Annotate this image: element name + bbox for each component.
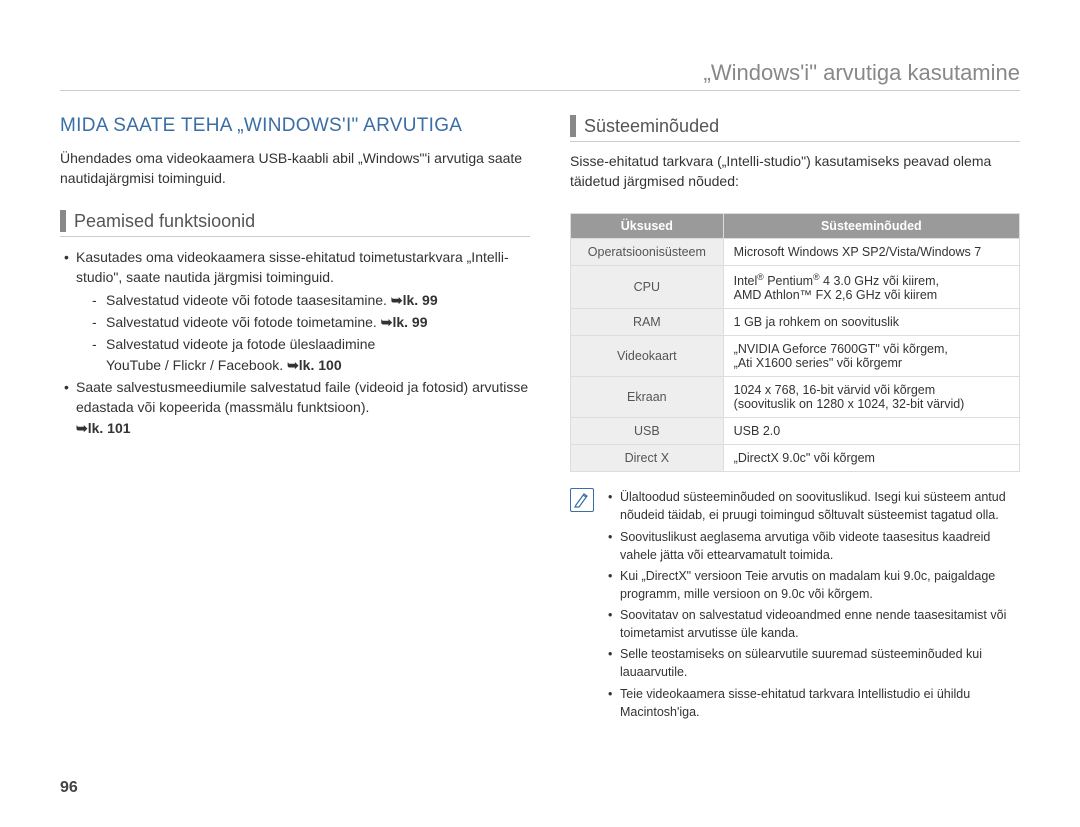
section-header-functions: Peamised funktsioonid: [60, 210, 530, 237]
sub-item: Salvestatud videote ja fotode üleslaadim…: [88, 334, 530, 375]
note-box: Ülaltoodud süsteeminõuded on soovituslik…: [570, 488, 1020, 724]
page-number: 96: [60, 779, 78, 797]
section-title-requirements: Süsteeminõuded: [584, 116, 719, 137]
sub-text: Salvestatud videote ja fotode üleslaadim…: [106, 336, 375, 352]
section-bar: [570, 115, 576, 137]
table-row: RAM1 GB ja rohkem on soovituslik: [571, 309, 1020, 336]
table-header: Süsteeminõuded: [723, 214, 1019, 239]
page-header: „Windows'i" arvutiga kasutamine: [60, 60, 1020, 91]
table-row: CPUIntel® Pentium® 4 3.0 GHz või kiirem,…: [571, 266, 1020, 309]
table-header-row: Üksused Süsteeminõuded: [571, 214, 1020, 239]
table-row: Ekraan1024 x 768, 16-bit värvid või kõrg…: [571, 377, 1020, 418]
page-ref: ➥lk. 101: [76, 420, 131, 436]
table-row: OperatsioonisüsteemMicrosoft Windows XP …: [571, 239, 1020, 266]
main-title: MIDA SAATE TEHA „WINDOWS'I" ARVUTIGA: [60, 115, 530, 137]
requirements-table: Üksused Süsteeminõuded Operatsioonisüste…: [570, 213, 1020, 472]
table-label-cell: Operatsioonisüsteem: [571, 239, 724, 266]
note-item: Soovituslikust aeglasema arvutiga võib v…: [606, 528, 1020, 564]
list-item: Kasutades oma videokaamera sisse-ehitatu…: [60, 247, 530, 375]
sub-item: Salvestatud videote või fotode taasesita…: [88, 290, 530, 310]
table-row: USBUSB 2.0: [571, 418, 1020, 445]
table-label-cell: Videokaart: [571, 336, 724, 377]
note-icon: [570, 488, 594, 512]
note-list: Ülaltoodud süsteeminõuded on soovituslik…: [606, 488, 1020, 724]
section-bar: [60, 210, 66, 232]
table-row: Videokaart„NVIDIA Geforce 7600GT" või kõ…: [571, 336, 1020, 377]
right-column: Süsteeminõuded Sisse-ehitatud tarkvara (…: [570, 115, 1020, 724]
table-label-cell: CPU: [571, 266, 724, 309]
sub-list: Salvestatud videote või fotode taasesita…: [76, 290, 530, 375]
note-item: Ülaltoodud süsteeminõuded on soovituslik…: [606, 488, 1020, 524]
right-intro: Sisse-ehitatud tarkvara („Intelli-studio…: [570, 152, 1020, 191]
section-title-functions: Peamised funktsioonid: [74, 211, 255, 232]
note-item: Kui „DirectX" versioon Teie arvutis on m…: [606, 567, 1020, 603]
page-ref: ➥lk. 99: [381, 314, 428, 330]
section-header-requirements: Süsteeminõuded: [570, 115, 1020, 142]
left-intro: Ühendades oma videokaamera USB-kaabli ab…: [60, 149, 530, 188]
note-item: Selle teostamiseks on sülearvutile suure…: [606, 645, 1020, 681]
table-label-cell: Direct X: [571, 445, 724, 472]
note-icon-wrap: [570, 488, 594, 724]
list-item: Saate salvestusmeediumile salvestatud fa…: [60, 377, 530, 438]
page-ref: ➥lk. 100: [287, 357, 342, 373]
table-row: Direct X„DirectX 9.0c" või kõrgem: [571, 445, 1020, 472]
list-text: Saate salvestusmeediumile salvestatud fa…: [76, 379, 528, 415]
content-columns: MIDA SAATE TEHA „WINDOWS'I" ARVUTIGA Ühe…: [60, 115, 1020, 724]
functions-list: Kasutades oma videokaamera sisse-ehitatu…: [60, 247, 530, 438]
table-header: Üksused: [571, 214, 724, 239]
table-value-cell: „NVIDIA Geforce 7600GT" või kõrgem,„Ati …: [723, 336, 1019, 377]
sub-text: Salvestatud videote või fotode taasesita…: [106, 292, 391, 308]
table-value-cell: 1 GB ja rohkem on soovituslik: [723, 309, 1019, 336]
table-label-cell: Ekraan: [571, 377, 724, 418]
sub-text: Salvestatud videote või fotode toimetami…: [106, 314, 381, 330]
table-value-cell: Intel® Pentium® 4 3.0 GHz või kiirem,AMD…: [723, 266, 1019, 309]
note-item: Soovitatav on salvestatud videoandmed en…: [606, 606, 1020, 642]
note-item: Teie videokaamera sisse-ehitatud tarkvar…: [606, 685, 1020, 721]
table-value-cell: „DirectX 9.0c" või kõrgem: [723, 445, 1019, 472]
sub-text: YouTube / Flickr / Facebook.: [106, 357, 287, 373]
page-header-title: „Windows'i" arvutiga kasutamine: [704, 60, 1020, 85]
table-label-cell: USB: [571, 418, 724, 445]
table-label-cell: RAM: [571, 309, 724, 336]
table-value-cell: 1024 x 768, 16-bit värvid või kõrgem(soo…: [723, 377, 1019, 418]
left-column: MIDA SAATE TEHA „WINDOWS'I" ARVUTIGA Ühe…: [60, 115, 530, 724]
sub-item: Salvestatud videote või fotode toimetami…: [88, 312, 530, 332]
page-ref: ➥lk. 99: [391, 292, 438, 308]
list-text: Kasutades oma videokaamera sisse-ehitatu…: [76, 249, 509, 285]
table-value-cell: USB 2.0: [723, 418, 1019, 445]
table-value-cell: Microsoft Windows XP SP2/Vista/Windows 7: [723, 239, 1019, 266]
